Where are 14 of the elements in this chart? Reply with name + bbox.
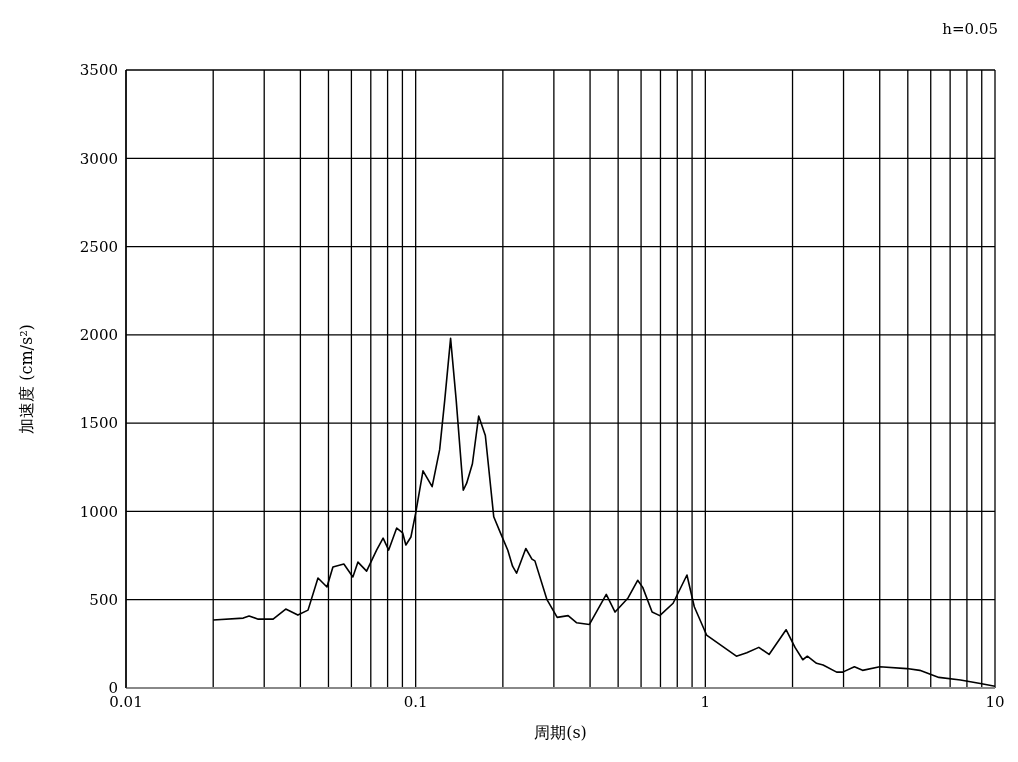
y-tick-label: 2500 [79,237,118,256]
x-tick-label: 0.01 [109,692,143,711]
y-tick-label: 3500 [79,61,118,80]
y-tick-label: 3000 [79,149,118,168]
x-tick-label: 10 [985,692,1005,711]
y-tick-label: 500 [89,591,118,610]
text: h=0.05 [942,20,998,38]
x-tick-label: 0.1 [403,692,428,711]
y-tick-label: 1000 [79,502,118,521]
y-tick-label: 1500 [79,414,118,433]
x-tick-label: 1 [700,692,711,711]
y-axis-title: 加速度 (cm/s²) [16,324,36,434]
y-tick-label: 2000 [79,326,118,345]
x-axis-title: 周期(s) [534,723,587,742]
